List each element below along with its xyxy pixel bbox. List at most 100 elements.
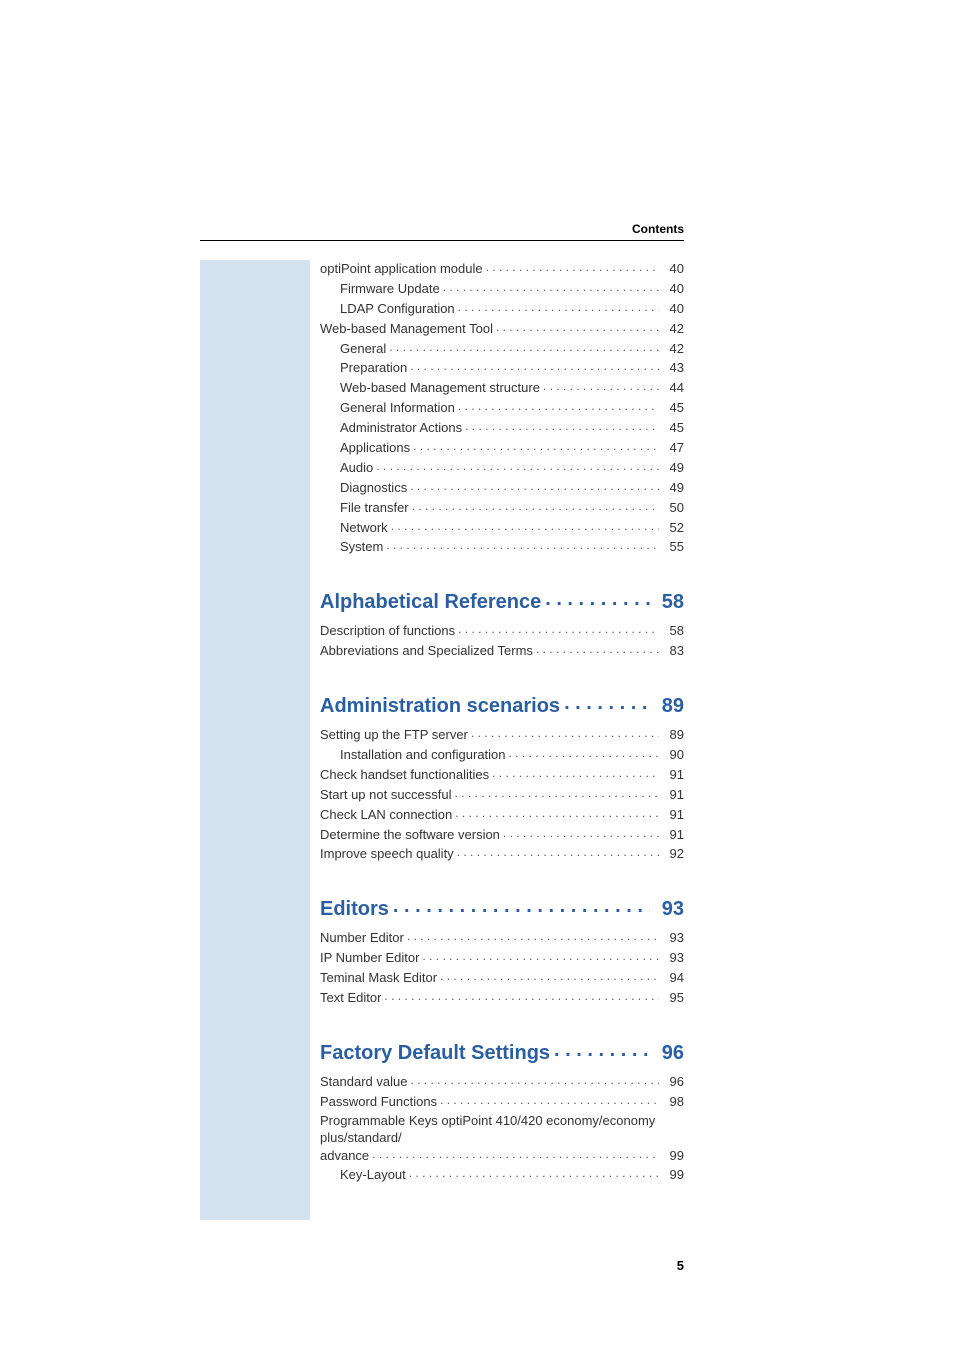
- toc-entry-page: 40: [662, 301, 684, 318]
- toc-entry-page: 40: [662, 261, 684, 278]
- toc-entry-label: Administrator Actions: [340, 420, 462, 437]
- toc-dots: [386, 538, 659, 551]
- toc-dots: [564, 692, 650, 712]
- toc-dots: [391, 519, 659, 532]
- toc-entry-page: 95: [662, 990, 684, 1007]
- toc-entry[interactable]: Audio 49: [320, 459, 684, 477]
- toc-section-heading[interactable]: Factory Default Settings 96: [320, 1039, 684, 1065]
- toc-entry[interactable]: Improve speech quality 92: [320, 845, 684, 863]
- toc-dots: [457, 845, 659, 858]
- toc-entry[interactable]: System 55: [320, 538, 684, 556]
- toc-entry[interactable]: Administrator Actions 45: [320, 419, 684, 437]
- toc-entry[interactable]: Teminal Mask Editor 94: [320, 969, 684, 987]
- toc-entry[interactable]: Start up not successful 91: [320, 786, 684, 804]
- toc-entry[interactable]: optiPoint application module 40: [320, 260, 684, 278]
- toc-dots: [410, 1073, 659, 1086]
- toc-entry[interactable]: Description of functions 58: [320, 622, 684, 640]
- toc-dots: [443, 280, 659, 293]
- toc-dots: [503, 826, 659, 839]
- toc-entry-label: File transfer: [340, 500, 409, 517]
- toc-entry[interactable]: Abbreviations and Specialized Terms 83: [320, 642, 684, 660]
- toc-dots: [407, 929, 659, 942]
- toc-dots: [393, 895, 650, 915]
- toc-dots: [554, 1039, 650, 1059]
- toc-dots: [492, 766, 659, 779]
- toc-dots: [509, 746, 659, 759]
- toc-entry-label: Determine the software version: [320, 827, 500, 844]
- toc-section-title: Administration scenarios: [320, 695, 560, 718]
- toc-entry-page: 47: [662, 440, 684, 457]
- toc-entry[interactable]: General 42: [320, 340, 684, 358]
- toc-section-title: Editors: [320, 898, 389, 921]
- toc-dots: [412, 499, 659, 512]
- toc-content: optiPoint application module 40 Firmware …: [320, 260, 684, 1251]
- toc-entry[interactable]: Web-based Management structure 44: [320, 379, 684, 397]
- toc-entry[interactable]: Network 52: [320, 519, 684, 537]
- toc-dots: [410, 359, 659, 372]
- toc-entry-page: 93: [662, 950, 684, 967]
- header-label: Contents: [632, 222, 684, 236]
- toc-entry-label: Audio: [340, 460, 373, 477]
- toc-entry[interactable]: Web-based Management Tool 42: [320, 320, 684, 338]
- toc-entry-page: 49: [662, 460, 684, 477]
- toc-entry[interactable]: Check LAN connection 91: [320, 806, 684, 824]
- toc-section-page: 89: [654, 695, 684, 718]
- toc-dots: [486, 260, 659, 273]
- toc-section-title: Alphabetical Reference: [320, 591, 541, 614]
- toc-entry-label: Programmable Keys optiPoint 410/420 econ…: [320, 1113, 684, 1147]
- toc-dots: [422, 949, 659, 962]
- toc-entry-label: Preparation: [340, 360, 407, 377]
- header-rule: [200, 240, 684, 241]
- toc-entry-label: Web-based Management structure: [340, 380, 540, 397]
- toc-entry[interactable]: IP Number Editor 93: [320, 949, 684, 967]
- toc-entry-label: Start up not successful: [320, 787, 452, 804]
- toc-entry-label: advance: [320, 1148, 369, 1165]
- toc-entry-page: 91: [662, 787, 684, 804]
- toc-entry[interactable]: Text Editor 95: [320, 989, 684, 1007]
- toc-entry[interactable]: Installation and configuration 90: [320, 746, 684, 764]
- toc-entry-page: 40: [662, 281, 684, 298]
- toc-dots: [372, 1147, 659, 1160]
- toc-entry-label: Applications: [340, 440, 410, 457]
- toc-section-heading[interactable]: Administration scenarios 89: [320, 692, 684, 718]
- toc-entry-label: LDAP Configuration: [340, 301, 455, 318]
- toc-entry[interactable]: Programmable Keys optiPoint 410/420 econ…: [320, 1113, 684, 1165]
- toc-entry-page: 94: [662, 970, 684, 987]
- toc-entry[interactable]: Preparation 43: [320, 359, 684, 377]
- toc-entry-label: Network: [340, 520, 388, 537]
- toc-dots: [440, 969, 659, 982]
- toc-section-page: 96: [654, 1042, 684, 1065]
- toc-entry[interactable]: LDAP Configuration 40: [320, 300, 684, 318]
- toc-entry-label: Firmware Update: [340, 281, 440, 298]
- toc-entry[interactable]: General Information 45: [320, 399, 684, 417]
- toc-entry[interactable]: Check handset functionalities 91: [320, 766, 684, 784]
- toc-entry-page: 43: [662, 360, 684, 377]
- toc-entry[interactable]: Determine the software version 91: [320, 826, 684, 844]
- toc-entry-label: Key-Layout: [340, 1167, 406, 1184]
- toc-entry-label: Description of functions: [320, 623, 455, 640]
- toc-entry[interactable]: Diagnostics 49: [320, 479, 684, 497]
- toc-entry-label: Teminal Mask Editor: [320, 970, 437, 987]
- toc-entry[interactable]: Standard value 96: [320, 1073, 684, 1091]
- toc-dots: [389, 340, 659, 353]
- toc-dots: [410, 479, 659, 492]
- toc-entry[interactable]: Number Editor 93: [320, 929, 684, 947]
- toc-section-page: 93: [654, 898, 684, 921]
- toc-entry[interactable]: Applications 47: [320, 439, 684, 457]
- toc-dots: [455, 806, 659, 819]
- toc-entry-page: 99: [662, 1167, 684, 1184]
- toc-entry[interactable]: Password Functions 98: [320, 1093, 684, 1111]
- toc-entry[interactable]: Firmware Update 40: [320, 280, 684, 298]
- toc-entry-label: General Information: [340, 400, 455, 417]
- toc-entry[interactable]: Key-Layout 99: [320, 1166, 684, 1184]
- toc-entry-page: 98: [662, 1094, 684, 1111]
- page: Contents optiPoint application module 40…: [0, 0, 954, 1351]
- toc-section-heading[interactable]: Editors 93: [320, 895, 684, 921]
- toc-entry[interactable]: File transfer 50: [320, 499, 684, 517]
- toc-entry-page: 52: [662, 520, 684, 537]
- toc-dots: [384, 989, 659, 1002]
- toc-section-heading[interactable]: Alphabetical Reference 58: [320, 588, 684, 614]
- toc-entry[interactable]: Setting up the FTP server 89: [320, 726, 684, 744]
- toc-entry-page: 45: [662, 400, 684, 417]
- toc-entry-page: 42: [662, 341, 684, 358]
